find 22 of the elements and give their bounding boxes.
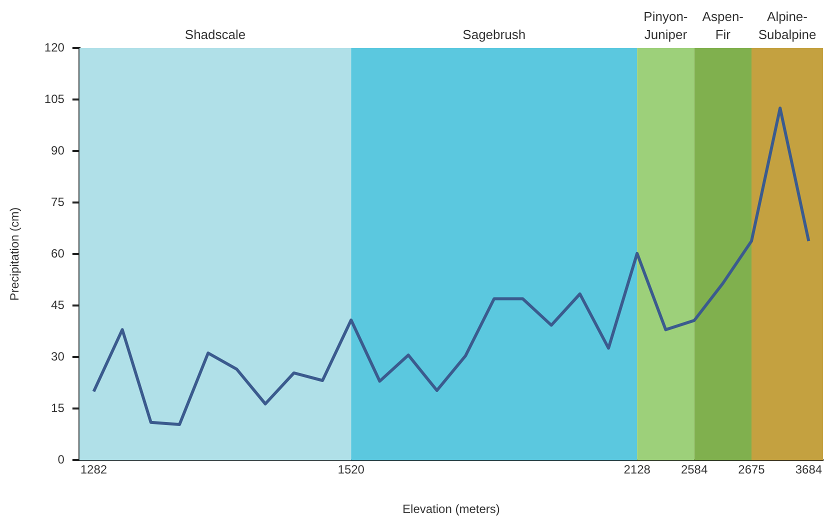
band-label: Alpine- Subalpine: [758, 9, 816, 42]
y-tick-label: 105: [44, 92, 65, 106]
band-label: Pinyon- Juniper: [644, 9, 688, 42]
band-label: Sagebrush: [462, 27, 526, 42]
y-tick-label: 30: [51, 349, 65, 364]
y-tick-label: 0: [58, 452, 65, 467]
y-tick-label: 15: [51, 400, 65, 415]
y-tick-label: 75: [51, 194, 65, 209]
y-tick-label: 60: [51, 246, 65, 260]
x-tick-label: 3684: [795, 462, 822, 477]
x-tick-label: 2128: [624, 462, 651, 477]
y-tick-label: 45: [51, 298, 65, 312]
y-tick-label: 120: [44, 40, 65, 54]
x-tick-label: 1282: [80, 462, 108, 477]
x-tick-label: 2675: [738, 462, 766, 477]
band-label: Shadscale: [184, 27, 246, 42]
x-axis-title: Elevation (meters): [402, 502, 500, 516]
band-label: Aspen- Fir: [702, 9, 744, 42]
y-axis-title: Precipitation (cm): [8, 207, 22, 301]
y-tick-label: 90: [51, 143, 65, 158]
x-tick-label: 2584: [680, 462, 708, 477]
x-tick-label: 1520: [338, 462, 365, 477]
